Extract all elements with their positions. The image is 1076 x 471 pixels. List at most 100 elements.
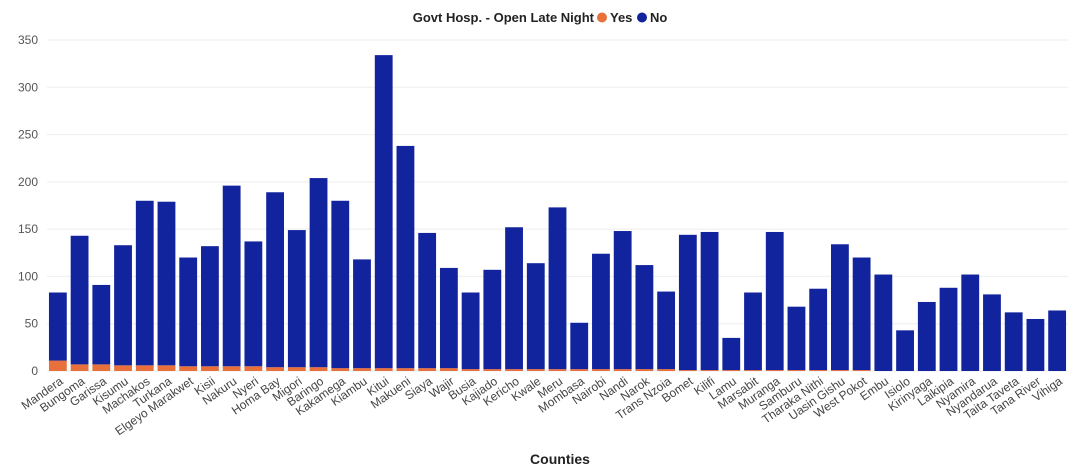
bar-yes[interactable] (635, 369, 654, 371)
bar-no[interactable] (548, 207, 567, 370)
bar-no[interactable] (983, 294, 1001, 371)
bar-no[interactable] (244, 241, 263, 367)
bar-yes[interactable] (309, 367, 328, 371)
bar-yes[interactable] (48, 360, 67, 371)
x-axis: ManderaBungomaGarissaKisumuMachakosTurka… (19, 373, 1065, 438)
bar-yes[interactable] (787, 370, 806, 371)
y-tick-label: 350 (18, 33, 38, 47)
bar-no[interactable] (374, 55, 393, 369)
bar-yes[interactable] (657, 369, 676, 371)
bar-no[interactable] (613, 231, 632, 370)
bar-no[interactable] (917, 301, 936, 371)
bar-yes[interactable] (374, 368, 393, 371)
bar-yes[interactable] (222, 366, 241, 371)
bar-no[interactable] (678, 234, 697, 371)
bar-no[interactable] (266, 192, 285, 368)
bar-no[interactable] (1026, 318, 1045, 371)
bar-yes[interactable] (114, 365, 132, 371)
bar-yes[interactable] (179, 366, 198, 371)
y-tick-label: 50 (25, 317, 39, 331)
bar-yes[interactable] (244, 366, 263, 371)
bar-no[interactable] (353, 259, 371, 369)
bar-yes[interactable] (526, 369, 545, 371)
bar-no[interactable] (592, 253, 610, 370)
bar-no[interactable] (135, 200, 154, 366)
bar-yes[interactable] (287, 367, 306, 371)
bar-yes[interactable] (201, 366, 219, 371)
bar-no[interactable] (809, 288, 828, 371)
bar-yes[interactable] (592, 369, 610, 371)
bar-no[interactable] (570, 322, 589, 370)
bar-yes[interactable] (700, 370, 719, 371)
bar-no[interactable] (309, 178, 328, 368)
bar-yes[interactable] (570, 369, 589, 371)
bar-yes[interactable] (266, 367, 285, 371)
bar-no[interactable] (657, 291, 676, 370)
bar-yes[interactable] (765, 370, 784, 371)
bar-no[interactable] (483, 269, 502, 370)
bar-no[interactable] (961, 274, 980, 371)
bar-yes[interactable] (92, 364, 111, 371)
bar-no[interactable] (461, 292, 480, 370)
bar-no[interactable] (157, 201, 176, 366)
y-tick-label: 0 (31, 364, 38, 378)
bar-yes[interactable] (396, 368, 415, 371)
bar-no[interactable] (1004, 312, 1023, 371)
bar-no[interactable] (526, 263, 545, 370)
bar-no[interactable] (331, 200, 350, 369)
bar-no[interactable] (874, 274, 893, 371)
bar-no[interactable] (765, 231, 784, 371)
bar-yes[interactable] (809, 370, 828, 371)
bar-yes[interactable] (461, 369, 480, 371)
bar-no[interactable] (70, 235, 89, 365)
bar-yes[interactable] (70, 364, 89, 371)
bar-no[interactable] (92, 284, 111, 365)
bar-yes[interactable] (678, 370, 697, 371)
legend-marker-no (637, 12, 647, 23)
bar-yes[interactable] (722, 370, 741, 371)
y-tick-label: 100 (18, 269, 38, 283)
bar-no[interactable] (222, 185, 241, 367)
bar-yes[interactable] (157, 365, 176, 371)
bar-no[interactable] (744, 292, 762, 371)
bar-yes[interactable] (613, 369, 632, 371)
bar-yes[interactable] (135, 365, 154, 371)
bar-yes[interactable] (852, 370, 871, 371)
bar-no[interactable] (418, 232, 437, 369)
bar-no[interactable] (48, 292, 67, 361)
bar-yes[interactable] (353, 368, 371, 371)
bar-no[interactable] (396, 145, 415, 369)
y-tick-label: 200 (18, 175, 38, 189)
bar-yes[interactable] (418, 368, 437, 371)
bars (48, 55, 1067, 371)
bar-no[interactable] (505, 227, 523, 370)
legend-marker-yes (597, 12, 607, 23)
bar-no[interactable] (722, 337, 741, 371)
bar-no[interactable] (830, 244, 849, 371)
bar-yes[interactable] (505, 369, 523, 371)
bar-yes[interactable] (331, 368, 350, 371)
bar-no[interactable] (287, 230, 306, 368)
bar-yes[interactable] (744, 370, 762, 371)
bar-no[interactable] (635, 265, 654, 370)
bar-yes[interactable] (483, 369, 502, 371)
bar-yes[interactable] (548, 369, 567, 371)
bar-no[interactable] (787, 306, 806, 371)
legend-title: Govt Hosp. - Open Late Night (413, 10, 595, 25)
bar-no[interactable] (114, 245, 132, 366)
bar-no[interactable] (939, 287, 958, 371)
bar-yes[interactable] (439, 368, 458, 371)
bar-no[interactable] (700, 231, 719, 371)
legend: Govt Hosp. - Open Late Night Yes No (413, 10, 668, 25)
bar-no[interactable] (1048, 310, 1067, 371)
y-tick-label: 300 (18, 80, 38, 94)
bar-no[interactable] (179, 257, 198, 367)
y-axis: 0 50 100 150 200 250 300 350 (18, 33, 38, 378)
y-tick-label: 150 (18, 222, 38, 236)
bar-yes[interactable] (830, 370, 849, 371)
bar-no[interactable] (201, 246, 219, 367)
bar-no[interactable] (896, 330, 914, 371)
bar-no[interactable] (439, 267, 458, 369)
bar-no[interactable] (852, 257, 871, 371)
